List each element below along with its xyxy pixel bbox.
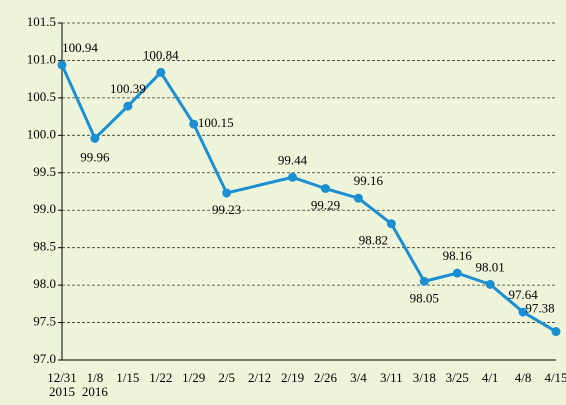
y-tick-label: 99.5: [33, 164, 56, 179]
point: [485, 279, 495, 289]
point: [222, 188, 232, 198]
point: [189, 119, 199, 129]
x-tick-label: 2/19: [280, 370, 305, 385]
line-series: [60, 64, 229, 194]
data-label: 100.94: [62, 40, 98, 55]
x-tick-label: 3/25: [445, 370, 469, 385]
x-tick-label: 3/18: [412, 370, 436, 385]
y-tick-label: 97.0: [33, 351, 56, 366]
point: [551, 327, 561, 337]
x-tick-label: 1/15: [116, 370, 140, 385]
y-tick-label: 101.5: [27, 14, 56, 29]
data-label: 99.16: [354, 173, 384, 188]
point: [90, 133, 100, 143]
x-tick-label: 3/11: [380, 370, 403, 385]
data-label: 99.29: [311, 197, 340, 212]
data-label: 99.23: [212, 202, 241, 217]
y-tick-label: 100.0: [27, 126, 56, 141]
x-tick-label: 4/8: [514, 370, 532, 385]
y-tick-label: 97.5: [33, 314, 56, 329]
point: [156, 67, 166, 77]
point: [419, 276, 429, 286]
y-tick-label: 98.0: [33, 276, 56, 291]
point: [386, 219, 396, 229]
y-tick-label: 99.0: [33, 201, 56, 216]
point: [123, 101, 133, 111]
y-tick-label: 98.5: [33, 239, 56, 254]
point: [353, 193, 363, 203]
data-label: 98.05: [410, 290, 439, 305]
data-label: 97.64: [508, 287, 538, 302]
point: [288, 172, 298, 182]
data-label: 99.96: [80, 149, 110, 164]
y-tick-label: 100.5: [27, 89, 56, 104]
x-tick-label: 1/29: [182, 370, 206, 385]
x-tick-label: 3/4: [350, 370, 367, 385]
data-label: 98.01: [476, 259, 505, 274]
x-tick-label: 1/22: [149, 370, 173, 385]
line-bridge: [226, 175, 293, 195]
data-label: 98.16: [443, 248, 473, 263]
x-tick-label: 2/26: [313, 370, 338, 385]
point: [57, 60, 67, 70]
point: [320, 184, 330, 194]
point: [518, 307, 528, 317]
x-tick-label: 2/12: [248, 370, 272, 385]
data-label: 100.39: [110, 81, 146, 96]
y-tick-label: 101.0: [27, 51, 56, 66]
x-tick-label: 4/1: [481, 370, 499, 385]
data-label: 98.82: [359, 233, 388, 248]
x-tick-label: 12/31 2015: [47, 370, 77, 399]
point: [452, 268, 462, 278]
data-label: 100.84: [143, 47, 179, 62]
x-tick-label: 1/8 2016: [81, 370, 108, 399]
data-label: 97.38: [525, 301, 554, 316]
data-label: 99.44: [278, 152, 308, 167]
data-label: 100.15: [198, 115, 234, 130]
x-tick-label: 4/15: [544, 370, 566, 385]
x-tick-label: 2/5: [218, 370, 235, 385]
